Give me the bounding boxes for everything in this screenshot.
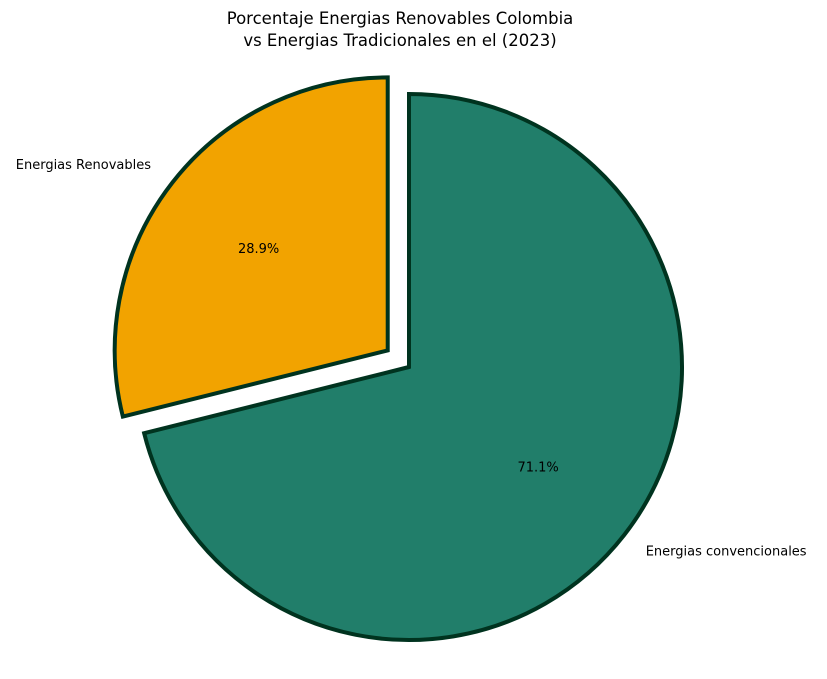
pie-slice-energias-convencionales — [141, 91, 684, 642]
pie-labels: 28.9% Energias Renovables 71.1% Energias co… — [16, 158, 807, 559]
chart-title-line-2: vs Energias Tradicionales en el (2023) — [243, 31, 556, 50]
pie-percent-label-energias-convencionales: 71.1% — [517, 460, 558, 475]
pie-category-label-energias-convencionales: Energias convencionales — [646, 544, 807, 559]
pie-slice-energias-renovables — [112, 75, 390, 420]
chart-title-line-1: Porcentaje Energias Renovables Colombia — [227, 9, 574, 28]
pie-percent-label-energias-renovables: 28.9% — [238, 242, 279, 257]
pie-category-label-energias-renovables: Energias Renovables — [16, 158, 151, 173]
pie-slices — [112, 75, 684, 642]
